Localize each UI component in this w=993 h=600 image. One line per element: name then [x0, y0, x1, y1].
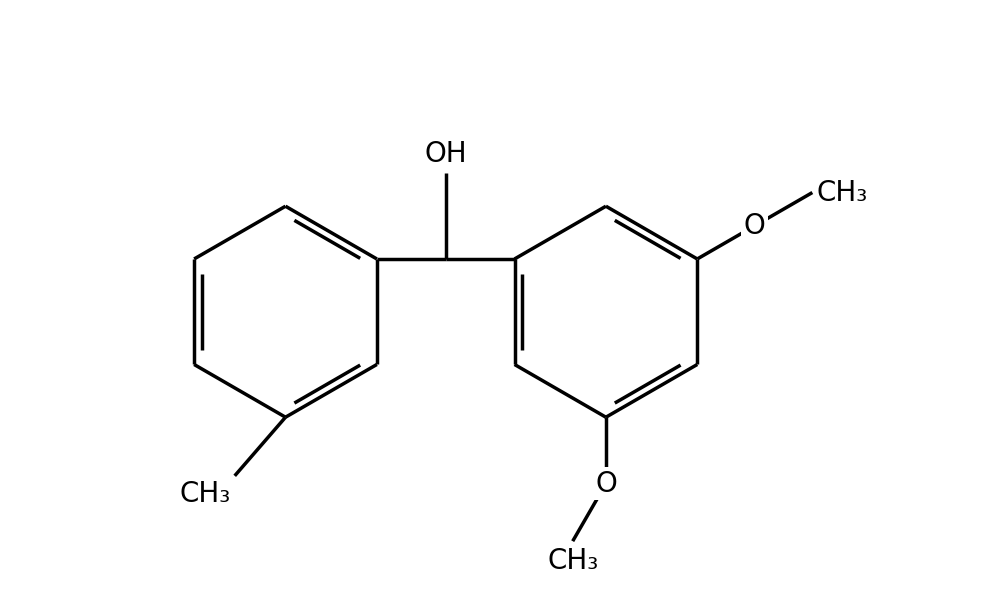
- Text: O: O: [595, 470, 617, 497]
- Text: CH₃: CH₃: [180, 480, 230, 508]
- Text: OH: OH: [424, 140, 467, 167]
- Text: O: O: [744, 212, 766, 240]
- Text: CH₃: CH₃: [547, 547, 599, 575]
- Text: CH₃: CH₃: [816, 179, 868, 206]
